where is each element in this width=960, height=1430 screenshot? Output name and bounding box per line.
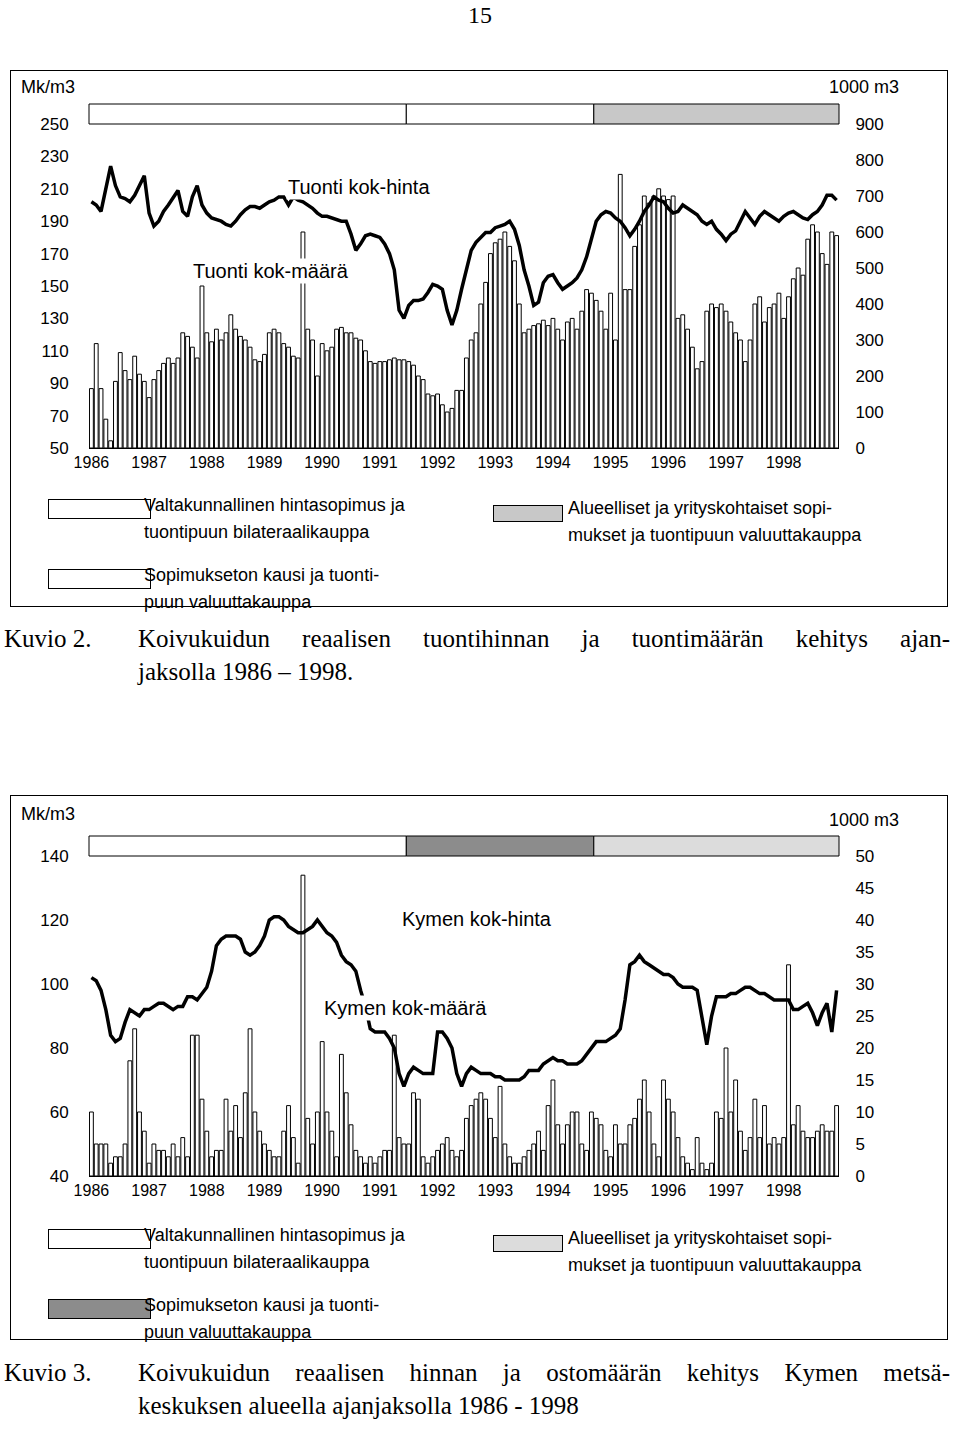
svg-text:230: 230	[40, 147, 68, 166]
svg-text:1992: 1992	[420, 454, 456, 471]
svg-text:110: 110	[41, 342, 68, 361]
svg-text:1996: 1996	[651, 1182, 687, 1199]
svg-text:210: 210	[40, 180, 68, 199]
svg-text:1986: 1986	[74, 1182, 110, 1199]
html-text:Koivukuidun reaalisen tuontihi: Koivukuidun reaalisen tuontihinnan ja tu…	[138, 625, 950, 652]
html-text:keskuksen alueella ajanjaksoll: keskuksen alueella ajanjaksolla 1986 - 1…	[138, 1392, 579, 1419]
html-text:1000 m3: 1000 m3	[828, 810, 899, 830]
svg-text:1995: 1995	[593, 454, 629, 471]
html-text:Kuvio 2.: Kuvio 2.	[4, 625, 92, 652]
html-text:puun valuuttakauppa: puun valuuttakauppa	[144, 1322, 312, 1342]
svg-text:Tuonti kok-hinta: Tuonti kok-hinta	[288, 176, 430, 198]
html-text:puun valuuttakauppa: puun valuuttakauppa	[144, 592, 312, 612]
svg-text:1997: 1997	[708, 1182, 744, 1199]
svg-text:15: 15	[855, 1071, 874, 1090]
html-text:Koivukuidun reaalisen hinnan j: Koivukuidun reaalisen hinnan ja ostomäär…	[138, 1359, 950, 1386]
svg-text:45: 45	[855, 879, 874, 898]
html-text:Mk/m3: Mk/m3	[21, 77, 75, 97]
svg-text:800: 800	[855, 151, 883, 170]
svg-text:Tuonti kok-määrä: Tuonti kok-määrä	[193, 260, 349, 282]
svg-text:120: 120	[40, 911, 68, 930]
html-text:Alueelliset ja yrityskohtaiset: Alueelliset ja yrityskohtaiset sopi-	[568, 498, 833, 518]
svg-text:Kymen kok-hinta: Kymen kok-hinta	[402, 908, 552, 930]
svg-text:600: 600	[855, 223, 883, 242]
html-text:Valtakunnallinen hintasopimus: Valtakunnallinen hintasopimus ja	[144, 1225, 405, 1245]
svg-text:1990: 1990	[304, 454, 340, 471]
svg-text:1996: 1996	[651, 454, 687, 471]
svg-text:140: 140	[40, 847, 68, 866]
svg-text:40: 40	[50, 1167, 69, 1186]
svg-text:1991: 1991	[362, 1182, 398, 1199]
svg-text:1994: 1994	[535, 454, 571, 471]
svg-text:190: 190	[40, 212, 68, 231]
svg-text:Kymen kok-määrä: Kymen kok-määrä	[324, 997, 487, 1019]
svg-text:25: 25	[855, 1007, 874, 1026]
svg-text:1990: 1990	[304, 1182, 340, 1199]
html-text:mukset ja tuontipuun valuuttak: mukset ja tuontipuun valuuttakauppa	[568, 525, 862, 545]
html-text:Mk/m3: Mk/m3	[21, 804, 75, 824]
svg-text:900: 900	[855, 115, 883, 134]
svg-text:1993: 1993	[477, 454, 513, 471]
svg-text:1989: 1989	[247, 1182, 283, 1199]
svg-text:80: 80	[50, 1039, 69, 1058]
svg-text:70: 70	[50, 407, 69, 426]
html-text:tuontipuun bilateraalikauppa: tuontipuun bilateraalikauppa	[144, 522, 370, 542]
svg-text:1988: 1988	[189, 454, 225, 471]
svg-text:1988: 1988	[189, 1182, 225, 1199]
svg-text:170: 170	[40, 245, 68, 264]
svg-text:35: 35	[855, 943, 874, 962]
svg-text:130: 130	[40, 309, 68, 328]
html-text:Valtakunnallinen hintasopimus: Valtakunnallinen hintasopimus ja	[144, 495, 405, 515]
html-text:jaksolla 1986 – 1998.: jaksolla 1986 – 1998.	[138, 658, 354, 685]
html-text:1000 m3: 1000 m3	[828, 77, 899, 97]
svg-text:1998: 1998	[766, 1182, 802, 1199]
html-text:Kuvio 3.: Kuvio 3.	[4, 1359, 92, 1386]
svg-text:250: 250	[40, 115, 68, 134]
svg-text:700: 700	[855, 187, 883, 206]
svg-text:50: 50	[855, 847, 874, 866]
svg-text:1991: 1991	[362, 454, 398, 471]
svg-text:150: 150	[40, 277, 68, 296]
svg-text:60: 60	[50, 1103, 69, 1122]
svg-text:30: 30	[855, 975, 874, 994]
svg-text:500: 500	[855, 259, 883, 278]
svg-text:1992: 1992	[420, 1182, 456, 1199]
svg-text:1994: 1994	[535, 1182, 571, 1199]
svg-text:1987: 1987	[131, 1182, 167, 1199]
svg-text:20: 20	[855, 1039, 874, 1058]
svg-text:400: 400	[855, 295, 883, 314]
html-text:Sopimukseton kausi ja tuonti-: Sopimukseton kausi ja tuonti-	[144, 1295, 380, 1315]
svg-text:1993: 1993	[477, 1182, 513, 1199]
html-text:mukset ja tuontipuun valuuttak: mukset ja tuontipuun valuuttakauppa	[568, 1255, 862, 1275]
svg-text:90: 90	[50, 374, 69, 393]
svg-text:5: 5	[855, 1135, 864, 1154]
html-text:15: 15	[468, 2, 492, 28]
svg-text:1987: 1987	[131, 454, 167, 471]
svg-text:40: 40	[855, 911, 874, 930]
html-text:Alueelliset ja yrityskohtaiset: Alueelliset ja yrityskohtaiset sopi-	[568, 1228, 833, 1248]
svg-text:50: 50	[50, 439, 69, 458]
svg-text:1989: 1989	[247, 454, 283, 471]
svg-text:200: 200	[855, 367, 883, 386]
html-text:Sopimukseton kausi ja tuonti-: Sopimukseton kausi ja tuonti-	[144, 565, 380, 585]
svg-text:1998: 1998	[766, 454, 802, 471]
html-text:tuontipuun bilateraalikauppa: tuontipuun bilateraalikauppa	[144, 1252, 370, 1272]
svg-text:10: 10	[855, 1103, 874, 1122]
svg-text:300: 300	[855, 331, 883, 350]
svg-text:100: 100	[40, 975, 68, 994]
svg-text:0: 0	[855, 439, 864, 458]
svg-text:1995: 1995	[593, 1182, 629, 1199]
svg-text:0: 0	[855, 1167, 864, 1186]
svg-text:1986: 1986	[74, 454, 110, 471]
svg-text:100: 100	[855, 403, 883, 422]
svg-text:1997: 1997	[708, 454, 744, 471]
